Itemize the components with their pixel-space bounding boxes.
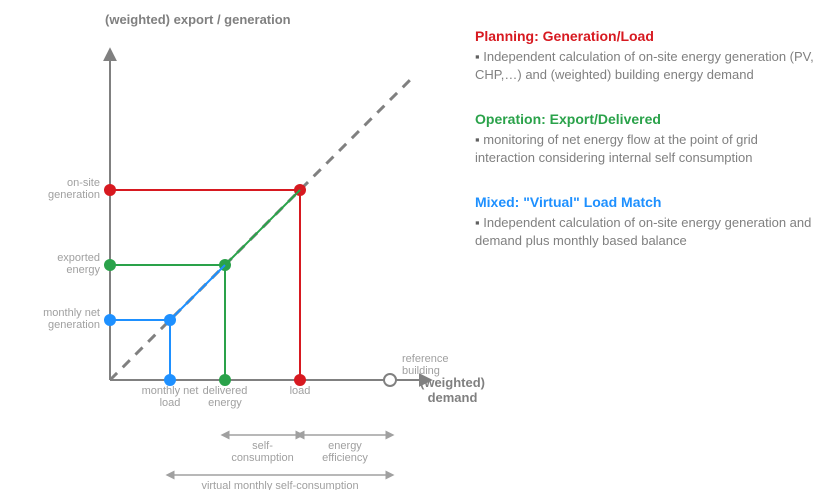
- y-axis-title: (weighted) export / generation: [105, 12, 365, 27]
- svg-text:monthly net: monthly net: [142, 385, 199, 397]
- legend-body: Independent calculation of on-site energ…: [475, 48, 815, 83]
- svg-text:delivered: delivered: [203, 385, 248, 397]
- legend-title: Mixed: "Virtual" Load Match: [475, 194, 815, 210]
- svg-text:on-site: on-site: [67, 177, 100, 189]
- legend-title: Operation: Export/Delivered: [475, 111, 815, 127]
- svg-text:energy: energy: [66, 264, 100, 276]
- legend-panel: Planning: Generation/Load Independent ca…: [475, 28, 815, 277]
- svg-text:virtual monthly self-consumpti: virtual monthly self-consumption: [201, 480, 358, 490]
- svg-text:exported: exported: [57, 252, 100, 264]
- svg-text:energy: energy: [208, 397, 242, 409]
- svg-text:load: load: [160, 397, 181, 409]
- svg-text:monthly net: monthly net: [43, 307, 100, 319]
- x-axis-title: (weighted) demand: [410, 375, 495, 405]
- svg-text:reference: reference: [402, 353, 448, 365]
- svg-text:energy: energy: [328, 440, 362, 452]
- legend-body: monitoring of net energy flow at the poi…: [475, 131, 815, 166]
- legend-item-mixed: Mixed: "Virtual" Load Match Independent …: [475, 194, 815, 249]
- energy-balance-chart: referencebuildingon-sitegenerationexport…: [10, 10, 460, 490]
- svg-text:generation: generation: [48, 189, 100, 201]
- svg-text:load: load: [290, 385, 311, 397]
- legend-item-planning: Planning: Generation/Load Independent ca…: [475, 28, 815, 83]
- svg-text:generation: generation: [48, 319, 100, 331]
- svg-text:self-: self-: [252, 440, 273, 452]
- legend-item-operation: Operation: Export/Delivered monitoring o…: [475, 111, 815, 166]
- legend-body: Independent calculation of on-site energ…: [475, 214, 815, 249]
- svg-text:efficiency: efficiency: [322, 452, 368, 464]
- legend-title: Planning: Generation/Load: [475, 28, 815, 44]
- svg-text:consumption: consumption: [231, 452, 293, 464]
